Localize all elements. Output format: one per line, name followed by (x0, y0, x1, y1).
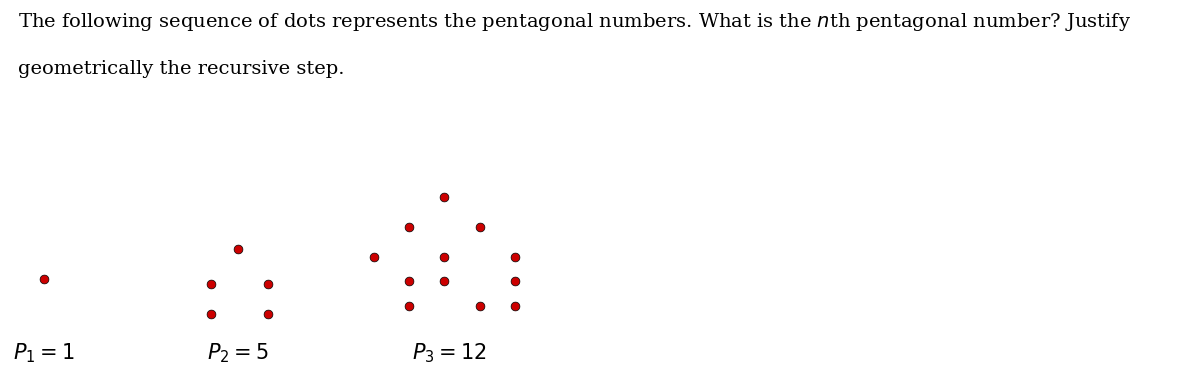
Point (505, 254, 524, 260)
Point (470, 224, 490, 230)
Point (228, 245, 247, 251)
Point (202, 311, 221, 317)
Point (505, 278, 524, 284)
Point (434, 254, 454, 260)
Text: The following sequence of dots represents the pentagonal numbers. What is the $\: The following sequence of dots represent… (18, 11, 1132, 33)
Point (505, 303, 524, 309)
Point (202, 281, 221, 287)
Point (365, 254, 384, 260)
Text: $P_2 = 5$: $P_2 = 5$ (206, 342, 269, 365)
Text: $P_3 = 12$: $P_3 = 12$ (412, 342, 486, 365)
Point (35, 276, 54, 282)
Point (434, 194, 454, 200)
Text: $P_1 = 1$: $P_1 = 1$ (13, 342, 74, 365)
Text: geometrically the recursive step.: geometrically the recursive step. (18, 60, 344, 78)
Point (259, 281, 278, 287)
Point (434, 278, 454, 284)
Point (470, 303, 490, 309)
Point (400, 224, 419, 230)
Point (259, 311, 278, 317)
Point (400, 278, 419, 284)
Point (400, 303, 419, 309)
